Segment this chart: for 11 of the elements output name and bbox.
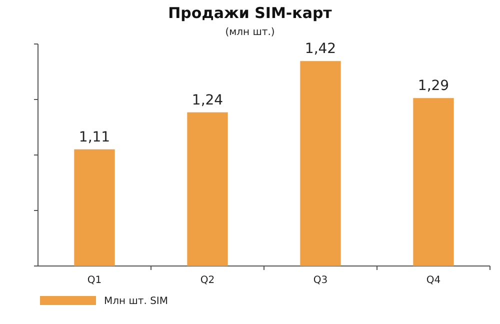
chart-subtitle: (млн шт.) (225, 27, 275, 38)
data-label: 1,42 (304, 41, 336, 58)
chart-title: Продажи SIM-карт (168, 4, 332, 22)
x-tick-label: Q1 (87, 275, 102, 286)
text: Млн шт. SIM (104, 296, 168, 307)
x-tick-label: Q3 (313, 275, 328, 286)
data-label: 1,24 (192, 92, 224, 108)
data-label: 1,11 (78, 129, 110, 146)
x-tick-label: Q4 (426, 275, 441, 286)
x-tick-label: Q2 (200, 275, 215, 286)
data-label: 1,29 (418, 78, 450, 94)
